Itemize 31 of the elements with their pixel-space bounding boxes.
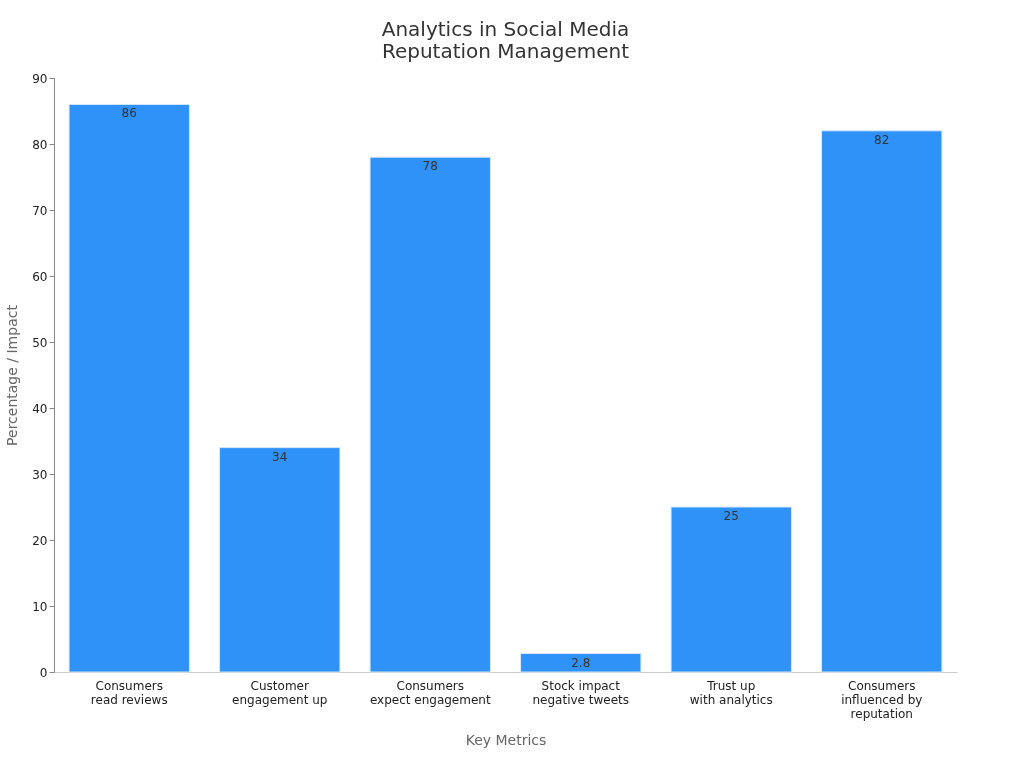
bar (219, 447, 341, 673)
x-tick-label: Consumers read reviews (90, 678, 168, 707)
x-tick-label: Stock impact negative tweets (532, 678, 630, 707)
y-tick-label: 70 (32, 203, 48, 218)
data-label: 86 (121, 106, 137, 121)
data-label: 78 (422, 159, 438, 174)
data-label: 82 (874, 132, 890, 147)
y-tick-label: 90 (32, 71, 48, 86)
y-tick-label: 40 (32, 401, 48, 416)
bar (670, 506, 792, 673)
y-tick-label: 10 (32, 599, 48, 614)
data-label: 34 (272, 449, 288, 464)
x-tick-label: Trust up with analytics (689, 678, 773, 707)
x-tick-label: Consumers expect engagement (369, 678, 491, 707)
x-axis-title: Key Metrics (465, 731, 547, 748)
y-tick-label: 80 (32, 137, 48, 152)
data-label: 25 (723, 509, 739, 523)
bar (821, 130, 943, 673)
y-axis-title: Percentage / Impact (4, 304, 21, 446)
y-tick-label: 60 (32, 269, 48, 284)
bar (369, 156, 491, 673)
x-tick-label: Consumers influenced by reputation (841, 678, 923, 721)
bar (520, 653, 642, 673)
chart-title: Analytics in Social Media Reputation Management (381, 17, 630, 63)
y-tick-label: 0 (39, 665, 48, 680)
y-tick-label: 30 (32, 467, 48, 482)
x-tick-label: Customer engagement up (232, 678, 328, 707)
data-label: 2.8 (571, 655, 591, 670)
y-tick-label: 50 (32, 335, 48, 350)
bar (68, 103, 190, 673)
y-tick-label: 20 (32, 533, 48, 548)
